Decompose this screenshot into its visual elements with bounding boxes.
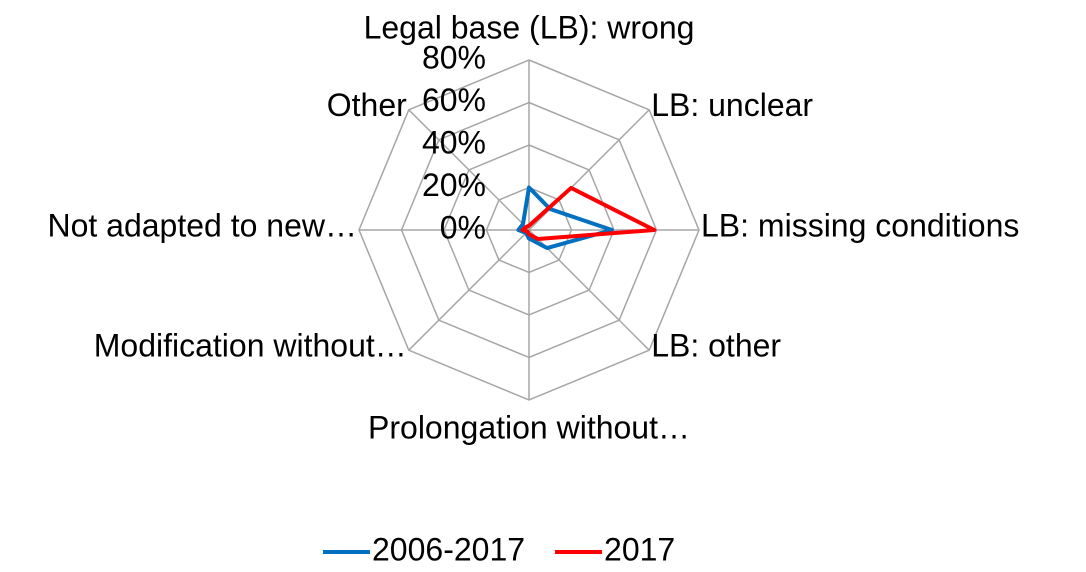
series-line (520, 185, 657, 242)
legend-label: 2006-2017 (372, 531, 525, 567)
category-label: LB: other (651, 328, 781, 364)
tick-label: 80% (422, 39, 486, 75)
category-label: Not adapted to new… (47, 207, 357, 243)
legend-label: 2017 (604, 531, 675, 567)
tick-label: 20% (422, 167, 486, 203)
category-label: Legal base (LB): wrong (364, 9, 695, 45)
category-label: Prolongation without… (368, 409, 690, 445)
category-label: Other (327, 87, 407, 123)
category-label: LB: unclear (651, 87, 813, 123)
series-line (516, 185, 614, 251)
tick-label: 0% (440, 209, 486, 245)
category-label: Modification without… (94, 328, 407, 364)
spoke (408, 229, 530, 351)
tick-label: 60% (422, 82, 486, 118)
tick-label: 40% (422, 124, 486, 160)
category-label: LB: missing conditions (701, 207, 1019, 243)
spoke (408, 109, 530, 231)
spoke (528, 229, 650, 351)
